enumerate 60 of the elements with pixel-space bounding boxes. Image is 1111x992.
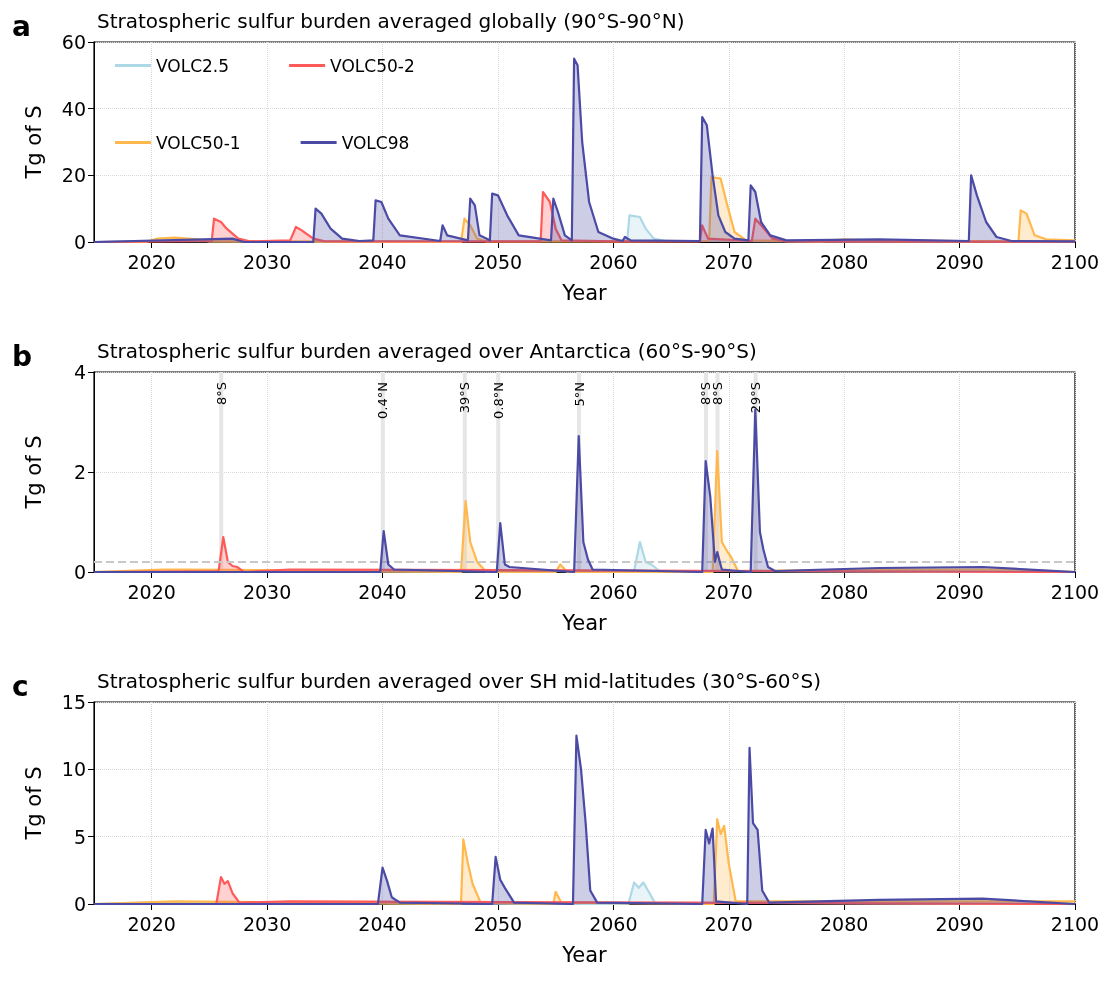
chart-title: Stratospheric sulfur burden averaged globally (90°S-90°N) <box>97 9 685 33</box>
x-tick-label: 2070 <box>704 580 753 603</box>
text: a <box>12 9 31 43</box>
x-tick-label: 2050 <box>473 912 523 935</box>
x-tick-label: 2040 <box>358 580 407 603</box>
x-tick-label: 2080 <box>820 580 869 603</box>
y-tick-label: 5 <box>73 825 86 848</box>
band-label: 0.8°N <box>490 382 506 419</box>
y-tick-label: 20 <box>61 164 86 187</box>
x-tick-label: 2070 <box>704 912 753 935</box>
legend-label: VOLC2.5 <box>156 55 230 76</box>
x-tick-label: 2020 <box>127 250 176 273</box>
x-tick-label: 2090 <box>935 250 984 273</box>
y-axis-title: Tg of S <box>21 105 46 180</box>
legend-label: VOLC50-1 <box>156 132 241 153</box>
x-axis-title: Year <box>561 610 608 635</box>
x-tick-label: 2030 <box>242 580 292 603</box>
x-tick-label: 2100 <box>1050 580 1100 603</box>
legend-label: VOLC98 <box>341 132 410 153</box>
band-label: 0.4°N <box>375 382 391 419</box>
band-label: 29°S <box>748 382 764 414</box>
band-label: 5°N <box>571 382 587 407</box>
x-axis-title: Year <box>561 942 608 967</box>
band-label: 39°S <box>457 382 473 414</box>
x-tick-label: 2030 <box>242 912 292 935</box>
chart-title: Stratospheric sulfur burden averaged over SH mid-latitudes (30°S-60°S) <box>97 669 822 693</box>
y-tick-label: 2 <box>73 461 86 483</box>
x-tick-label: 2100 <box>1050 250 1100 273</box>
x-tick-label: 2020 <box>127 580 176 603</box>
x-tick-label: 2080 <box>820 250 869 273</box>
band-label: 8°S <box>213 382 229 406</box>
y-tick-label: 0 <box>73 561 86 583</box>
y-tick-label: 4 <box>73 361 86 383</box>
chart-title: Stratospheric sulfur burden averaged over Antarctica (60°S-90°S) <box>97 339 757 363</box>
y-tick-label: 15 <box>61 691 86 713</box>
y-tick-label: 0 <box>73 893 86 915</box>
x-tick-label: 2070 <box>704 250 753 273</box>
legend-label: VOLC50-2 <box>330 55 415 76</box>
y-tick-label: 60 <box>61 31 86 53</box>
text: b <box>12 339 33 373</box>
text: c <box>12 669 29 703</box>
y-tick-label: 0 <box>73 231 86 253</box>
x-axis-title: Year <box>561 280 608 305</box>
y-tick-label: 10 <box>61 758 86 781</box>
y-axis-title: Tg of S <box>21 766 46 841</box>
y-tick-label: 40 <box>61 97 86 120</box>
x-tick-label: 2100 <box>1050 912 1100 935</box>
x-tick-label: 2060 <box>589 912 638 935</box>
x-tick-label: 2090 <box>935 912 984 935</box>
x-tick-label: 2090 <box>935 580 984 603</box>
x-tick-label: 2030 <box>242 250 292 273</box>
x-tick-label: 2020 <box>127 912 176 935</box>
x-tick-label: 2080 <box>820 912 869 935</box>
y-axis-title: Tg of S <box>21 435 46 510</box>
x-tick-label: 2050 <box>473 580 523 603</box>
x-tick-label: 2040 <box>358 250 407 273</box>
x-tick-label: 2040 <box>358 912 407 935</box>
x-tick-label: 2060 <box>589 580 638 603</box>
x-tick-label: 2050 <box>473 250 523 273</box>
x-tick-label: 2060 <box>589 250 638 273</box>
